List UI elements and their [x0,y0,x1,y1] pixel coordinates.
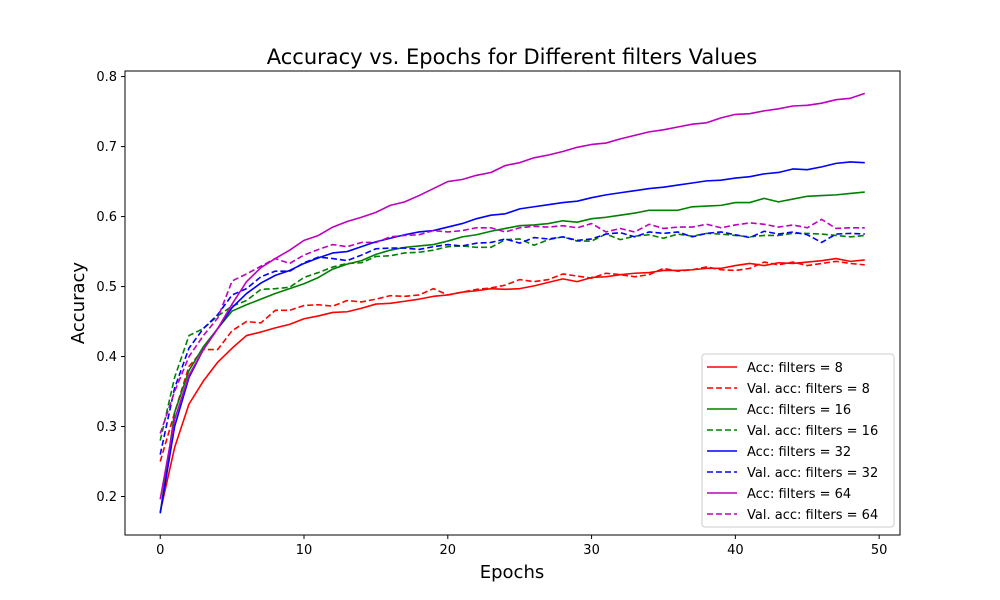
y-tick-label: 0.7 [96,140,117,155]
series-line-7 [159,92,866,500]
legend-label-8: Val. acc: filters = 64 [747,508,878,523]
plot-lines [159,92,866,514]
plot-frame [124,70,901,536]
y-tick-label: 0.5 [96,280,117,295]
legend-label-6: Val. acc: filters = 32 [747,466,878,481]
y-axis-ticks: 0.2 0.3 0.4 0.5 0.6 0.7 0.8 [96,70,125,505]
x-tick-label: 40 [727,543,744,558]
series-line-5 [159,161,865,514]
series-line-1 [159,257,865,513]
x-tick-label: 20 [440,543,457,558]
x-tick-label: 0 [156,543,164,558]
y-tick-label: 0.6 [96,210,117,225]
legend-label-5: Acc: filters = 32 [747,445,851,460]
series-line-3 [159,191,865,514]
legend-items: Acc: filters = 8 Val. acc: filters = 8 Acc… [707,361,878,523]
series-line-2 [159,260,865,462]
x-tick-label: 30 [583,543,600,558]
chart-title: Accuracy vs. Epochs for Different filter… [267,45,758,69]
x-axis-ticks: 0 10 20 30 40 50 [156,535,887,558]
x-tick-label: 50 [871,543,888,558]
y-tick-label: 0.2 [96,490,117,505]
series-line-4 [159,232,865,441]
legend-label-4: Val. acc: filters = 16 [747,424,878,439]
legend-label-1: Acc: filters = 8 [747,361,843,376]
y-tick-label: 0.3 [96,420,117,435]
legend-label-7: Acc: filters = 64 [747,487,851,502]
series-line-8 [159,218,865,434]
legend-label-2: Val. acc: filters = 8 [747,382,870,397]
series-line-6 [159,230,865,455]
legend-box [701,353,895,528]
legend-label-3: Acc: filters = 16 [747,403,851,418]
y-axis-label: Accuracy [68,262,89,345]
legend: Acc: filters = 8 Val. acc: filters = 8 Acc… [701,353,895,528]
x-axis-label: Epochs [480,562,545,583]
x-tick-label: 10 [296,543,313,558]
y-tick-label: 0.4 [96,350,117,365]
y-tick-label: 0.8 [96,70,117,85]
